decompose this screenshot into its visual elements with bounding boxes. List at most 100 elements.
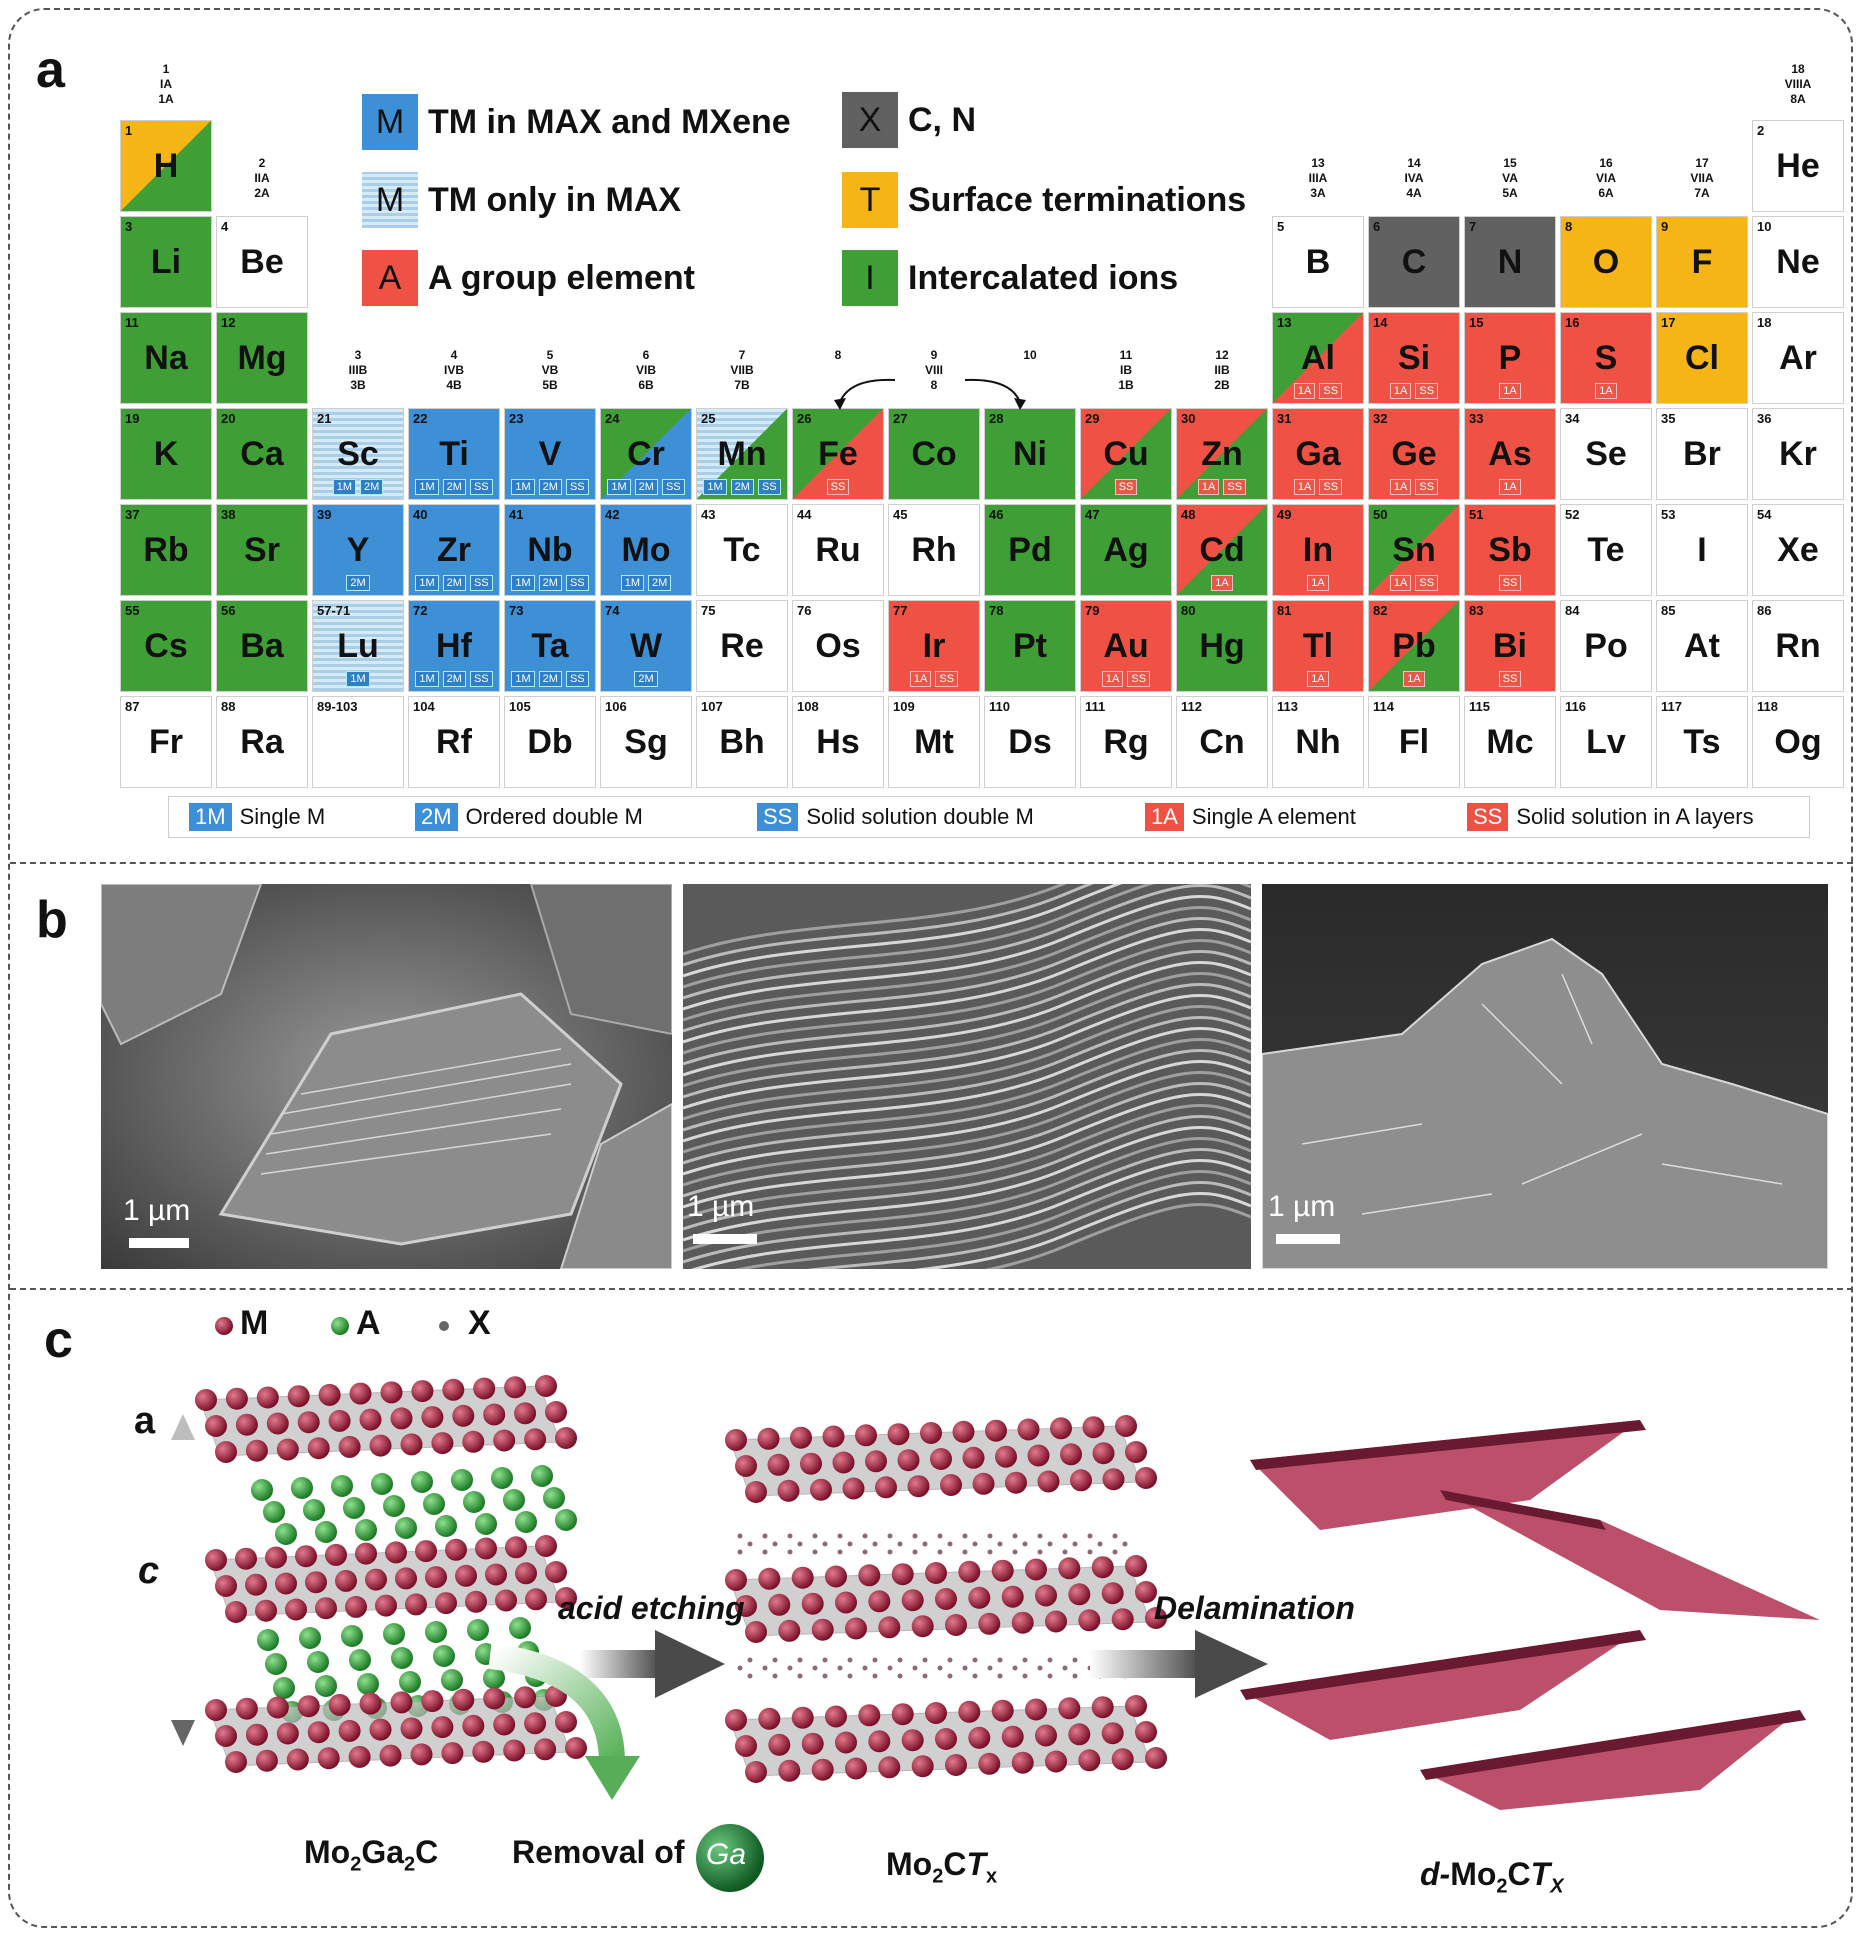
element-symbol: Xe: [1777, 531, 1819, 569]
substitution-legend-swatch: SS: [1467, 803, 1509, 831]
element-cell: 33 As 1A: [1464, 408, 1556, 500]
element-symbol: Fl: [1398, 723, 1430, 761]
element-cell: 105 Db: [504, 696, 596, 788]
substitution-tags: 1A: [1177, 575, 1267, 591]
element-symbol: Cu: [1103, 435, 1149, 473]
element-cell: 28 Ni: [984, 408, 1076, 500]
atomic-number: 37: [125, 507, 140, 522]
element-symbol: Rg: [1103, 723, 1149, 761]
element-symbol: Mc: [1486, 723, 1534, 761]
element-symbol: Tl: [1302, 627, 1334, 665]
group-label-line: 16: [1599, 156, 1613, 170]
substitution-tags: 1A SS: [889, 671, 979, 687]
substitution-tags: 1A: [1561, 383, 1651, 399]
element-symbol: Fe: [818, 435, 858, 473]
element-cell: 88 Ra: [216, 696, 308, 788]
substitution-tags: SS: [1465, 671, 1555, 687]
group-label-line: 6A: [1598, 186, 1614, 200]
atomic-number: 14: [1373, 315, 1388, 330]
group-label-line: IIIB: [348, 363, 368, 377]
group-label-line: 2A: [254, 186, 270, 200]
atomic-number: 50: [1373, 507, 1388, 522]
element-symbol: N: [1497, 243, 1523, 281]
element-symbol: Ra: [240, 723, 284, 761]
atomic-number: 3: [125, 219, 133, 234]
substitution-tag: 1A: [1403, 671, 1425, 687]
substitution-tag: SS: [757, 479, 781, 495]
group-label-line: IIA: [254, 171, 270, 185]
legend-entry: I Intercalated ions: [842, 250, 1178, 306]
element-cell: 22 Ti 1M 2M SS: [408, 408, 500, 500]
substitution-tags: 1M 2M SS: [409, 479, 499, 495]
substitution-tags: 1M 2M SS: [505, 479, 595, 495]
element-cell: 51 Sb SS: [1464, 504, 1556, 596]
element-cell: 81 Tl 1A: [1272, 600, 1364, 692]
element-symbol: Ti: [439, 435, 469, 473]
substitution-tag: SS: [1223, 479, 1247, 495]
element-cell: 42 Mo 1M 2M: [600, 504, 692, 596]
element-symbol: Al: [1301, 339, 1335, 377]
group-label-line: 10: [1023, 348, 1037, 362]
atomic-number: 84: [1565, 603, 1580, 618]
element-symbol: Na: [144, 339, 188, 377]
sem-image-delaminated: 1 µm: [1262, 884, 1828, 1269]
substitution-tag: 2M: [442, 479, 466, 495]
element-cell: 26 Fe SS: [792, 408, 884, 500]
substitution-tag: SS: [935, 671, 959, 687]
element-symbol: Cr: [627, 435, 665, 473]
element-cell: 82 Pb 1A: [1368, 600, 1460, 692]
element-symbol: Sn: [1392, 531, 1436, 569]
element-cell: 104 Rf: [408, 696, 500, 788]
sem-texture: [101, 884, 672, 1269]
group-label-line: 17: [1695, 156, 1709, 170]
element-symbol: Tc: [723, 531, 761, 569]
substitution-tag: 1M: [415, 671, 439, 687]
element-cell: 39 Y 2M: [312, 504, 404, 596]
atomic-number: 88: [221, 699, 236, 714]
substitution-tags: 1A SS: [1273, 479, 1363, 495]
substitution-tags: 1A: [1465, 383, 1555, 399]
atomic-number: 54: [1757, 507, 1772, 522]
substitution-tag: SS: [565, 479, 589, 495]
element-symbol: Rb: [143, 531, 189, 569]
legend-entry: M TM only in MAX: [362, 172, 681, 228]
group-label-line: 8: [930, 378, 938, 392]
group-label-line: 6B: [638, 378, 654, 392]
substitution-tag: 1A: [1197, 479, 1220, 495]
group-label-line: IB: [1120, 363, 1132, 377]
group-label-line: IVA: [1404, 171, 1424, 185]
legend-entry: A A group element: [362, 250, 695, 306]
element-cell: 113 Nh: [1272, 696, 1364, 788]
element-cell: 87 Fr: [120, 696, 212, 788]
atomic-number: 31: [1277, 411, 1292, 426]
element-cell: 57-71 Lu 1M: [312, 600, 404, 692]
element-symbol: Rn: [1775, 627, 1821, 665]
substitution-tags: 1M 2M SS: [409, 671, 499, 687]
substitution-tag: SS: [1114, 479, 1138, 495]
element-cell: 40 Zr 1M 2M SS: [408, 504, 500, 596]
periodic-table: 1 H 2 He 3 Li 4 Be 5 B 6 C 7 N 8 O 9 F 10 Ne 11 Na 12 Mg 13 Al 1A S…: [0, 0, 1863, 860]
group-label-line: 4: [450, 348, 458, 362]
element-symbol: Ga: [1295, 435, 1341, 473]
atomic-number: 1: [125, 123, 133, 138]
substitution-tag: SS: [1415, 575, 1439, 591]
substitution-tags: 1M: [313, 671, 403, 687]
substitution-tag: 1A: [1101, 671, 1124, 687]
element-cell: 84 Po: [1560, 600, 1652, 692]
element-symbol: K: [153, 435, 179, 473]
atomic-number: 53: [1661, 507, 1676, 522]
atomic-number: 74: [605, 603, 620, 618]
element-cell: 44 Ru: [792, 504, 884, 596]
element-symbol: Mg: [237, 339, 287, 377]
element-symbol: Mt: [914, 723, 954, 761]
atomic-number: 114: [1373, 699, 1394, 714]
element-cell: 10 Ne: [1752, 216, 1844, 308]
atomic-number: 73: [509, 603, 524, 618]
ga-atom-label: Ga: [706, 1838, 747, 1871]
atomic-number: 52: [1565, 507, 1580, 522]
substitution-legend-swatch: SS: [757, 803, 799, 831]
legend-swatch: A: [362, 250, 418, 306]
element-symbol: Zn: [1201, 435, 1243, 473]
element-cell: 117 Ts: [1656, 696, 1748, 788]
group-label-line: IIB: [1214, 363, 1230, 377]
